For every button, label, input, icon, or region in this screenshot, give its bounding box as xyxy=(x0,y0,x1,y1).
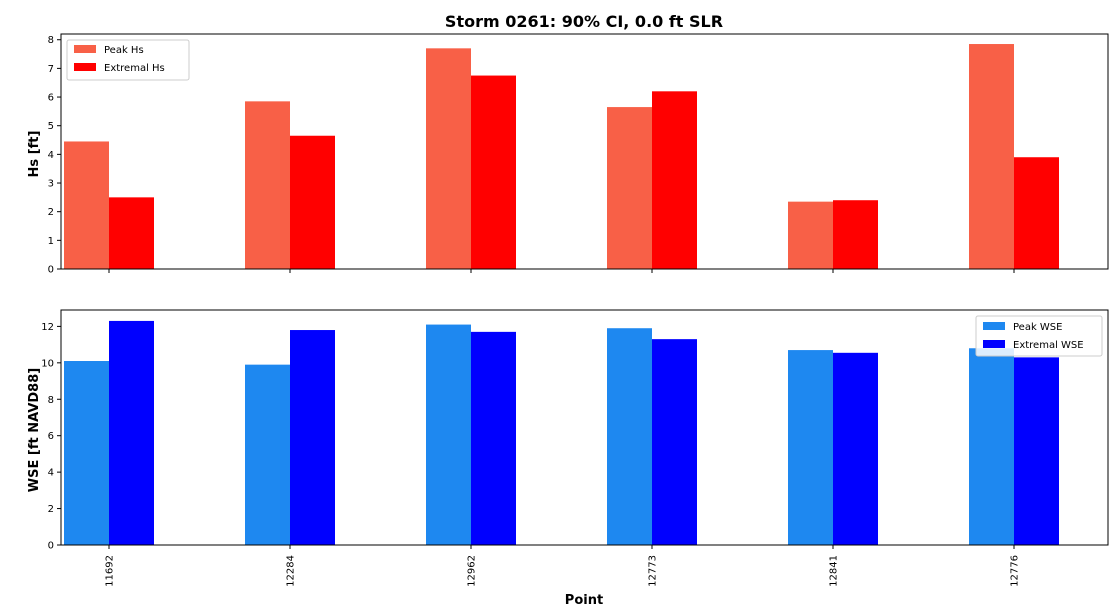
x-category-label-11692: 11692 xyxy=(105,555,116,587)
hs-bar-extremal-12284 xyxy=(290,135,335,269)
wse-bar-peak-12776 xyxy=(969,348,1014,545)
hs-bar-peak-11692 xyxy=(64,141,109,269)
wse-legend: Peak WSE Extremal WSE xyxy=(975,315,1103,357)
x-category-label-12284: 12284 xyxy=(286,555,297,587)
wse-plot-frame xyxy=(60,309,1109,546)
wse-y-tick-label: 4 xyxy=(48,468,54,479)
hs-y-tick-label: 6 xyxy=(48,93,54,104)
x-axis-label: Point xyxy=(565,593,603,607)
wse-bar-extremal-11692 xyxy=(109,320,154,545)
hs-bar-extremal-12776 xyxy=(1014,157,1059,269)
x-category-label-12841: 12841 xyxy=(829,555,840,587)
wse-bar-extremal-12776 xyxy=(1014,357,1059,545)
wse-legend-swatch-extremal xyxy=(983,340,1005,348)
hs-legend-box xyxy=(66,39,190,81)
hs-plot-frame xyxy=(60,33,1109,270)
hs-y-ticks: 0 1 2 3 4 5 6 7 8 xyxy=(48,35,61,276)
wse-y-tick-label: 8 xyxy=(48,395,54,406)
x-category-label-12962: 12962 xyxy=(467,555,478,587)
hs-bar-extremal-11692 xyxy=(109,197,154,269)
wse-y-tick-label: 2 xyxy=(48,504,54,515)
hs-y-tick-label: 0 xyxy=(48,265,54,276)
hs-bar-peak-12841 xyxy=(788,201,833,269)
hs-bar-peak-12773 xyxy=(607,107,652,269)
wse-x-ticks xyxy=(108,545,1015,549)
wse-panel: WSE [ft NAVD88] 0 2 4 6 8 10 12 Peak WSE Extre… xyxy=(27,309,1109,552)
wse-legend-swatch-peak xyxy=(983,322,1005,330)
hs-bars xyxy=(64,44,1059,270)
hs-y-tick-label: 5 xyxy=(48,121,54,132)
wse-bar-extremal-12962 xyxy=(471,331,516,545)
wse-bar-peak-12284 xyxy=(245,364,290,545)
wse-bar-extremal-12841 xyxy=(833,352,878,545)
wse-bar-peak-12962 xyxy=(426,324,471,545)
wse-legend-label-extremal: Extremal WSE xyxy=(1013,340,1084,351)
wse-bar-extremal-12284 xyxy=(290,330,335,545)
hs-bar-peak-12962 xyxy=(426,48,471,269)
hs-bar-extremal-12773 xyxy=(652,91,697,269)
hs-y-tick-label: 8 xyxy=(48,35,54,46)
wse-y-tick-label: 0 xyxy=(48,541,54,552)
wse-legend-box xyxy=(975,315,1103,357)
hs-panel: Hs [ft] 0 1 2 3 4 5 6 7 8 Peak Hs Extremal Hs xyxy=(27,33,1109,276)
wse-y-tick-label: 12 xyxy=(41,322,54,333)
wse-y-ticks: 0 2 4 6 8 10 12 xyxy=(41,322,61,552)
wse-y-tick-label: 6 xyxy=(48,431,54,442)
hs-bar-peak-12776 xyxy=(969,44,1014,269)
wse-bar-peak-12841 xyxy=(788,350,833,545)
wse-bars xyxy=(64,320,1059,545)
wse-bar-peak-11692 xyxy=(64,361,109,545)
hs-y-tick-label: 3 xyxy=(48,179,54,190)
hs-y-tick-label: 2 xyxy=(48,207,54,218)
x-category-label-12773: 12773 xyxy=(648,555,659,587)
hs-legend-label-peak: Peak Hs xyxy=(104,45,144,56)
hs-x-ticks xyxy=(108,269,1015,273)
wse-y-axis-label: WSE [ft NAVD88] xyxy=(27,368,42,492)
hs-legend-swatch-peak xyxy=(74,45,96,53)
chart-title: Storm 0261: 90% CI, 0.0 ft SLR xyxy=(445,12,723,31)
x-category-labels: 11692 12284 12962 12773 12841 12776 xyxy=(105,555,1021,587)
hs-bar-extremal-12962 xyxy=(471,75,516,270)
wse-bar-peak-12773 xyxy=(607,328,652,545)
hs-bar-extremal-12841 xyxy=(833,200,878,269)
hs-legend-label-extremal: Extremal Hs xyxy=(104,63,165,74)
hs-legend-swatch-extremal xyxy=(74,63,96,71)
wse-legend-label-peak: Peak WSE xyxy=(1013,322,1062,333)
hs-y-axis-label: Hs [ft] xyxy=(27,131,42,178)
wse-y-tick-label: 10 xyxy=(41,358,54,369)
hs-y-tick-label: 1 xyxy=(48,236,54,247)
hs-y-tick-label: 4 xyxy=(48,150,54,161)
hs-legend: Peak Hs Extremal Hs xyxy=(66,39,190,81)
x-category-label-12776: 12776 xyxy=(1010,555,1021,587)
hs-bar-peak-12284 xyxy=(245,101,290,269)
wse-bar-extremal-12773 xyxy=(652,339,697,545)
hs-y-tick-label: 7 xyxy=(48,64,54,75)
